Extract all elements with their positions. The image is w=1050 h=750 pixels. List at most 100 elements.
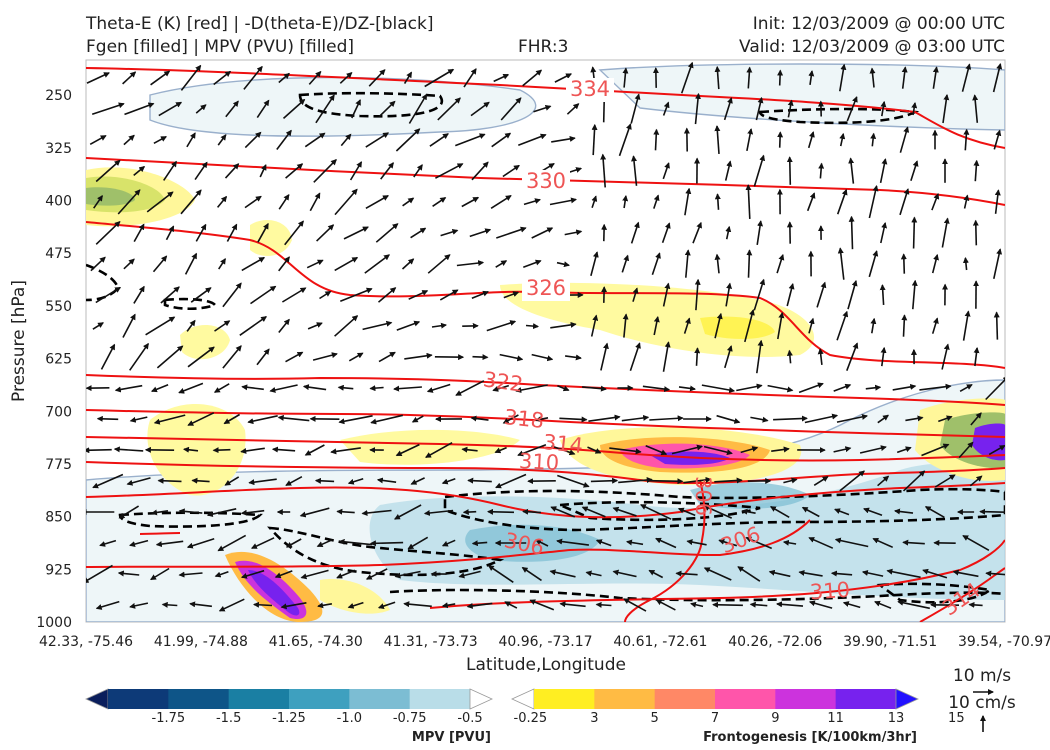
- wind-vector: [632, 287, 639, 302]
- wind-vector: [782, 539, 797, 546]
- wind-vector: [718, 538, 738, 547]
- wind-vector: [833, 383, 852, 392]
- wind-vector: [491, 132, 512, 148]
- wind-vector: [911, 279, 918, 310]
- wind-vector: [95, 600, 120, 610]
- wind-vector: [533, 104, 552, 113]
- wind-vector: [316, 224, 335, 242]
- wind-vector: [395, 443, 420, 457]
- wind-vector: [334, 188, 358, 216]
- mpv-fill: [149, 76, 537, 137]
- wind-vector: [117, 189, 141, 215]
- wind-vector: [224, 163, 240, 179]
- wind-vector: [269, 384, 298, 393]
- wind-vector: [213, 70, 232, 86]
- wind-vector: [645, 445, 668, 456]
- wind-vector: [557, 384, 570, 392]
- wind-vector: [525, 323, 539, 330]
- wind-vector: [178, 382, 204, 394]
- wind-vector: [836, 413, 868, 423]
- wind-vector: [655, 537, 677, 549]
- theta-e-contour: [86, 157, 1005, 206]
- wind-vector: [496, 226, 527, 239]
- wind-vectors: [86, 61, 1005, 612]
- wind-vector: [564, 354, 582, 361]
- wind-vector: [472, 354, 489, 361]
- wind-vector: [277, 414, 310, 422]
- wind-vector: [404, 352, 433, 360]
- wind-vector: [535, 539, 549, 547]
- wind-vector: [256, 99, 270, 119]
- wind-vector: [973, 347, 980, 367]
- forecast-hour: FHR:3: [518, 37, 569, 57]
- wind-vector: [868, 185, 879, 219]
- wind-vector: [190, 287, 212, 303]
- wind-vector: [684, 249, 691, 278]
- wind-vector: [737, 566, 761, 582]
- wind-vector: [798, 382, 824, 394]
- wind-vector: [941, 217, 950, 248]
- wind-vector: [226, 223, 238, 242]
- colorbar-tick-label: 7: [711, 711, 719, 726]
- wind-vector: [396, 320, 421, 331]
- wind-vector: [807, 131, 815, 149]
- wind-vector: [896, 446, 912, 454]
- wind-vector: [222, 345, 242, 369]
- wind-vector: [439, 289, 459, 301]
- wind-vector: [317, 602, 333, 609]
- wind-vector: [550, 321, 577, 329]
- x-tick-label: 40.96, -73.17: [498, 634, 592, 650]
- wind-vector: [338, 538, 373, 546]
- wind-vector: [970, 412, 982, 426]
- y-tick-label: 925: [45, 562, 72, 578]
- wind-vector: [833, 446, 852, 453]
- wind-vector: [911, 102, 918, 116]
- theta-e-contour: [139, 532, 181, 535]
- wind-vector: [863, 507, 883, 516]
- wind-vector: [195, 104, 207, 114]
- wind-vector: [503, 291, 520, 299]
- wind-vector: [441, 478, 456, 485]
- wind-vector: [223, 413, 241, 425]
- wind-vector: [340, 133, 352, 147]
- y-tick-label: 400: [45, 194, 72, 210]
- mpv-fill: [690, 482, 810, 509]
- wind-vector: [336, 508, 355, 515]
- colorbar-segment: [349, 689, 411, 709]
- wind-vector: [365, 568, 388, 580]
- theta-e-label: 326: [526, 276, 566, 300]
- wind-vector: [661, 222, 671, 244]
- wind-vector: [959, 384, 973, 392]
- wind-vector: [684, 187, 692, 216]
- wind-vector: [458, 570, 481, 579]
- wind-vector: [566, 103, 580, 115]
- wind-vector: [518, 133, 547, 147]
- wind-vector: [714, 312, 723, 339]
- wind-vector: [559, 416, 588, 423]
- stability-contour: [443, 487, 1005, 532]
- wind-vector: [351, 99, 361, 119]
- wind-vector: [146, 191, 174, 213]
- wind-vector: [427, 254, 451, 274]
- wind-vector: [502, 164, 520, 178]
- wind-vector: [962, 310, 971, 341]
- wind-vector: [96, 415, 119, 422]
- wind-vector: [462, 509, 477, 516]
- wind-vector: [337, 384, 354, 391]
- colorbar-tick-label: 3: [590, 711, 598, 726]
- wind-vector: [240, 447, 265, 454]
- wind-vector: [362, 320, 393, 331]
- wind-vector: [585, 570, 602, 577]
- theta-e-contour: [919, 567, 1005, 622]
- wind-vector: [767, 384, 794, 393]
- wind-vector: [123, 134, 135, 146]
- wind-vector: [281, 287, 307, 303]
- wind-vector: [122, 71, 137, 85]
- wind-vector: [218, 598, 245, 612]
- wind-vector: [622, 195, 629, 209]
- wind-vector: [306, 259, 324, 269]
- wind-vector: [157, 477, 182, 484]
- wind-vector: [725, 225, 732, 240]
- wind-vector: [435, 163, 464, 179]
- wind-vector: [861, 569, 884, 577]
